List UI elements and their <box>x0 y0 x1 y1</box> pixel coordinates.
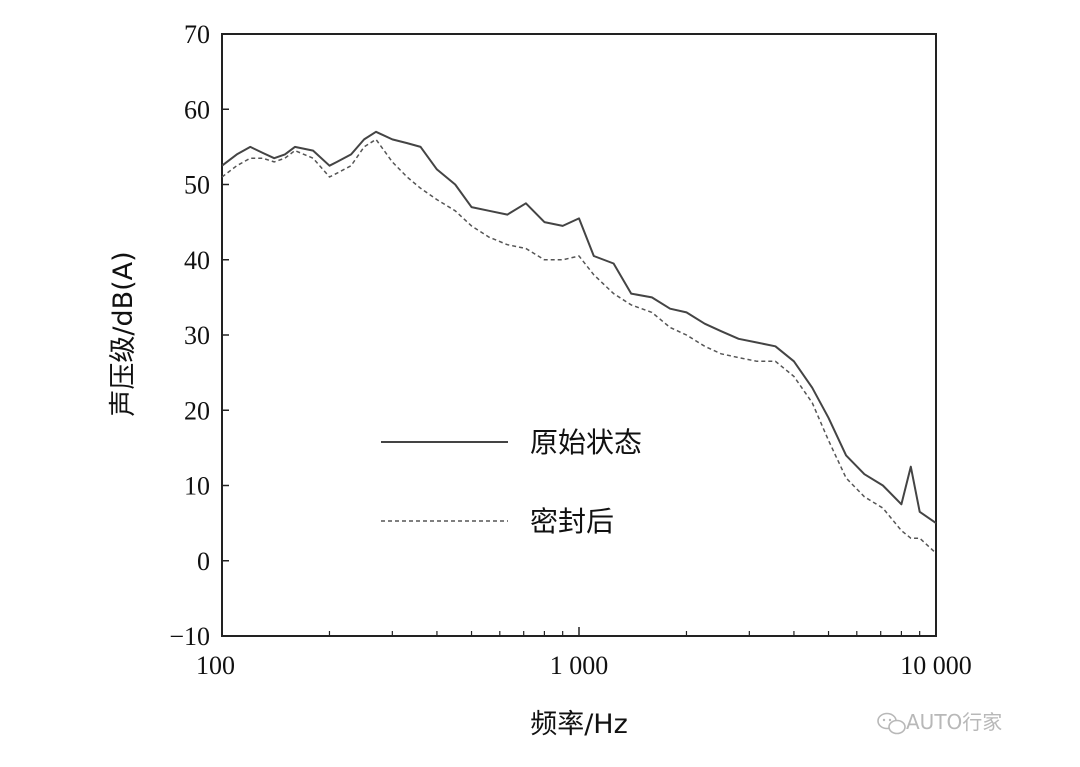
wechat-icon <box>877 712 906 735</box>
y-tick-label: 40 <box>184 246 210 275</box>
y-axis-title: 声压级/dB(A) <box>108 251 139 416</box>
legend-label: 原始状态 <box>530 426 642 459</box>
y-tick-label: 0 <box>197 547 210 576</box>
watermark: AUTO行家 <box>877 710 1002 735</box>
y-tick-label: 10 <box>184 472 210 501</box>
x-tick-label: 10 000 <box>900 651 972 680</box>
x-tick-label: 1 000 <box>550 651 609 680</box>
watermark-text: AUTO行家 <box>906 710 1002 734</box>
y-tick-label: −10 <box>169 622 210 651</box>
plot-frame <box>221 33 937 637</box>
x-axis-title: 频率/Hz <box>530 709 628 740</box>
series-line-1 <box>221 130 937 524</box>
x-tick-label: 100 <box>196 651 235 680</box>
y-tick-label: 30 <box>184 321 210 350</box>
legend-label: 密封后 <box>530 505 614 538</box>
y-tick-label: 70 <box>184 20 210 49</box>
y-tick-label: 20 <box>184 396 210 425</box>
y-tick-label: 60 <box>184 95 210 124</box>
series-line-2 <box>221 138 937 554</box>
y-tick-label: 50 <box>184 171 210 200</box>
